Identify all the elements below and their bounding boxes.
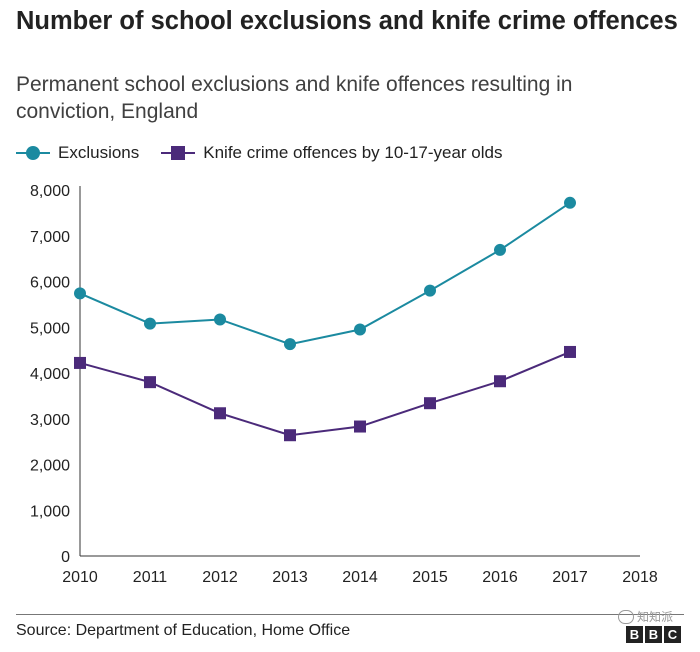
y-tick-label: 2,000 xyxy=(30,458,70,475)
data-point-exclusions xyxy=(424,284,436,297)
bbc-logo: B B C xyxy=(624,626,681,643)
x-tick-label: 2012 xyxy=(202,569,238,586)
series-line-exclusions xyxy=(79,201,571,346)
square-marker-icon xyxy=(161,146,196,160)
data-point-knife-crime xyxy=(354,420,366,433)
legend-label-knife-crime: Knife crime offences by 10-17-year olds xyxy=(203,143,503,162)
y-tick-label: 6,000 xyxy=(30,275,70,292)
line-chart: 0 1,000 2,000 3,000 4,000 5,000 6,000 7,000 8,00… xyxy=(30,183,658,586)
y-tick-label: 7,000 xyxy=(30,229,70,246)
y-tick-label: 1,000 xyxy=(30,503,70,520)
watermark-text: 知知派 xyxy=(637,610,674,624)
circle-marker-icon xyxy=(16,146,50,160)
legend-item-knife-crime: Knife crime offences by 10-17-year olds xyxy=(161,143,503,163)
bbc-logo-block: B xyxy=(626,626,643,643)
x-tick-label: 2014 xyxy=(342,569,378,586)
y-tick-label: 5,000 xyxy=(30,320,70,337)
legend: Exclusions Knife crime offences by 10-17… xyxy=(16,141,525,165)
data-point-exclusions xyxy=(564,196,576,209)
x-tick-label: 2018 xyxy=(622,569,658,586)
y-tick-label: 8,000 xyxy=(30,183,70,200)
y-tick-label: 4,000 xyxy=(30,366,70,383)
data-point-exclusions xyxy=(354,323,366,336)
bbc-logo-block: B xyxy=(645,626,662,643)
x-tick-label: 2016 xyxy=(482,569,518,586)
data-point-exclusions xyxy=(284,338,296,351)
x-tick-label: 2017 xyxy=(552,569,588,586)
chart-subtitle: Permanent school exclusions and knife of… xyxy=(16,73,573,123)
bbc-logo-block: C xyxy=(664,626,681,643)
data-point-knife-crime xyxy=(424,397,436,410)
data-point-knife-crime xyxy=(564,345,576,358)
data-point-knife-crime xyxy=(74,356,86,369)
x-tick-label: 2015 xyxy=(412,569,448,586)
source-note: Source: Department of Education, Home Of… xyxy=(16,622,351,639)
data-point-knife-crime xyxy=(214,407,226,420)
data-point-exclusions xyxy=(74,287,86,300)
x-tick-label: 2010 xyxy=(62,569,98,586)
data-point-knife-crime xyxy=(494,375,506,388)
watermark: 知知派 xyxy=(618,608,673,625)
watermark-icon xyxy=(618,609,634,624)
data-point-knife-crime xyxy=(284,429,296,442)
y-tick-label: 3,000 xyxy=(30,412,70,429)
x-tick-label: 2011 xyxy=(133,569,168,586)
legend-item-exclusions: Exclusions xyxy=(16,143,139,163)
source-divider xyxy=(16,614,684,615)
data-point-exclusions xyxy=(214,313,226,326)
x-tick-label: 2013 xyxy=(272,569,308,586)
y-tick-label: 0 xyxy=(61,549,70,566)
chart-title: Number of school exclusions and knife cr… xyxy=(16,7,678,35)
data-point-knife-crime xyxy=(144,376,156,389)
legend-label-exclusions: Exclusions xyxy=(58,143,140,162)
series-line-knife-crime xyxy=(79,351,571,437)
data-point-exclusions xyxy=(144,317,156,330)
data-point-exclusions xyxy=(494,243,506,256)
